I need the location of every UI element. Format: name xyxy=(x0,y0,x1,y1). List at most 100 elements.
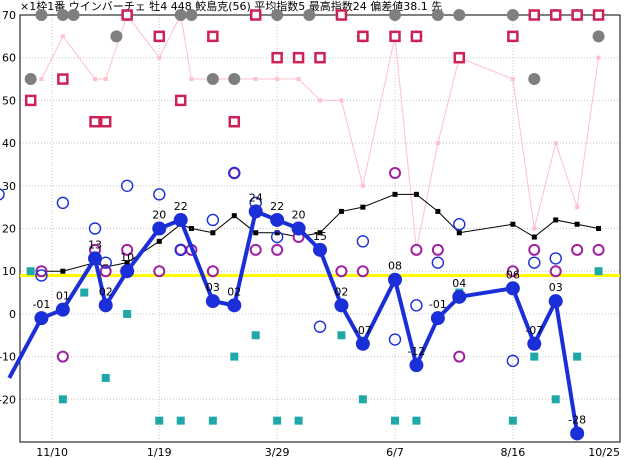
gray-dot xyxy=(431,9,444,21)
y-tick-label: 60 xyxy=(2,52,16,65)
data-label: 08 xyxy=(388,260,402,273)
data-label: 03 xyxy=(206,281,220,294)
blue-ring xyxy=(270,230,284,244)
main-point xyxy=(55,302,70,317)
avg-point xyxy=(210,230,216,236)
blue-ring xyxy=(120,179,134,193)
square-marker xyxy=(57,73,69,85)
avg-point xyxy=(435,208,441,214)
avg-point xyxy=(338,208,344,214)
gray-dot xyxy=(56,9,69,21)
gray-dot xyxy=(24,73,37,86)
purple-ring xyxy=(389,166,401,179)
y-tick-label: 30 xyxy=(2,180,16,193)
square-marker xyxy=(153,30,166,43)
y-tick-label: 10 xyxy=(2,265,16,278)
data-label: 01 xyxy=(56,290,70,303)
gray-dot xyxy=(67,9,80,21)
upper-point xyxy=(596,55,601,60)
purple-ring xyxy=(431,243,444,256)
blue-ring xyxy=(56,196,70,210)
purple-ring xyxy=(121,243,134,256)
main-point xyxy=(313,242,327,257)
blue-ring xyxy=(228,166,241,180)
square-marker xyxy=(507,30,519,43)
main-point xyxy=(152,221,167,236)
gray-dot xyxy=(206,73,219,86)
main-point xyxy=(409,358,424,373)
upper-point xyxy=(157,55,162,60)
upper-point xyxy=(103,77,108,82)
blue-ring xyxy=(88,222,102,235)
blue-ring xyxy=(410,299,423,312)
main-point xyxy=(270,212,285,227)
blue-ring xyxy=(453,218,466,231)
blue-ring xyxy=(388,333,402,346)
purple-ring xyxy=(592,243,605,256)
upper-series-line xyxy=(39,13,601,252)
gray-dot xyxy=(174,9,187,21)
x-tick-label: 10/25 xyxy=(588,446,620,459)
y-tick-label: 70 xyxy=(2,9,16,22)
square-marker xyxy=(314,51,326,64)
blue-ring xyxy=(206,213,220,227)
avg-point xyxy=(188,226,194,231)
plot-border xyxy=(19,14,621,443)
upper-point xyxy=(275,77,280,82)
square-marker xyxy=(99,116,112,128)
square-marker xyxy=(549,9,562,21)
purple-ring xyxy=(56,350,69,363)
teal-square xyxy=(294,416,303,425)
avg-point xyxy=(392,191,398,197)
square-marker xyxy=(24,94,37,107)
plot-frame xyxy=(19,14,621,443)
upper-point xyxy=(575,205,580,210)
blue-ring xyxy=(0,188,5,201)
data-label: -12 xyxy=(407,345,425,358)
main-point xyxy=(98,298,113,313)
data-label: 24 xyxy=(249,191,263,204)
avg-point xyxy=(456,230,462,236)
upper-point xyxy=(39,77,44,82)
main-point xyxy=(248,204,263,219)
teal-square xyxy=(358,395,367,404)
blue-ring xyxy=(356,235,370,248)
gray-dot xyxy=(592,30,605,43)
data-label: 02 xyxy=(99,285,113,298)
gray-dot xyxy=(110,30,123,43)
data-label: 03 xyxy=(549,281,563,294)
gray-dot xyxy=(389,9,401,21)
teal-square xyxy=(155,416,164,425)
data-label: -07 xyxy=(354,324,372,337)
main-point xyxy=(291,221,306,236)
y-tick-label: -10 xyxy=(0,351,16,364)
gray-dot xyxy=(35,9,48,21)
avg-point xyxy=(574,221,580,227)
square-marker xyxy=(207,30,219,43)
teal-square xyxy=(230,352,239,361)
teal-square xyxy=(58,395,67,404)
chart-title: ×1枠1番 ウインバーチェ 牡4 448 鮫島克(56) 平均指数5 最高指数2… xyxy=(20,0,442,13)
purple-ring xyxy=(99,265,112,278)
data-label: 06 xyxy=(506,268,520,281)
purple-ring xyxy=(206,265,219,278)
upper-point xyxy=(189,77,194,82)
y-axis-ticks: -20 -10 0 10 20 30 40 50 60 70 xyxy=(0,9,16,406)
blue-ring xyxy=(431,256,445,269)
purple-ring xyxy=(506,265,519,278)
teal-square xyxy=(412,416,421,425)
y-tick-label: -20 xyxy=(0,393,16,406)
teal-square xyxy=(80,288,89,297)
data-label: 20 xyxy=(152,209,166,222)
purple-ring xyxy=(410,243,423,256)
teal-square xyxy=(551,395,560,404)
upper-point xyxy=(360,183,365,188)
purple-ring xyxy=(549,265,562,278)
purple-ring xyxy=(335,265,348,278)
blue-ring xyxy=(549,252,562,265)
blue-ring xyxy=(313,320,327,333)
upper-point xyxy=(532,226,537,231)
blue-ring xyxy=(506,354,520,368)
main-point xyxy=(173,212,188,227)
